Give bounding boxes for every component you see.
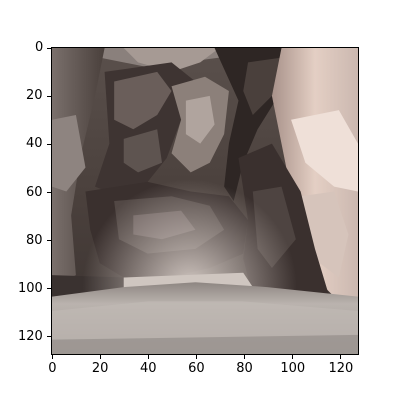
x-tick-mark bbox=[147, 355, 149, 359]
y-tick-label: 120 bbox=[18, 328, 43, 344]
image-axes bbox=[51, 47, 359, 355]
y-tick-mark bbox=[47, 288, 51, 290]
x-tick-mark bbox=[244, 355, 246, 359]
x-tick-mark bbox=[340, 355, 342, 359]
x-tick-mark bbox=[99, 355, 101, 359]
y-tick-label: 100 bbox=[18, 280, 43, 296]
x-tick-label: 40 bbox=[139, 361, 157, 376]
y-tick-label: 40 bbox=[26, 136, 43, 152]
y-tick-label: 0 bbox=[35, 40, 44, 56]
y-tick-mark bbox=[47, 143, 51, 145]
y-tick-mark bbox=[47, 95, 51, 97]
y-tick-label: 80 bbox=[26, 232, 43, 248]
x-tick-mark bbox=[51, 355, 53, 359]
x-tick-label: 60 bbox=[188, 361, 205, 376]
y-tick-label: 60 bbox=[26, 184, 43, 200]
y-tick-mark bbox=[47, 240, 51, 242]
x-tick-label: 20 bbox=[91, 361, 109, 376]
x-tick-label: 0 bbox=[48, 361, 57, 376]
x-tick-label: 80 bbox=[236, 361, 253, 376]
y-tick-mark bbox=[47, 336, 51, 338]
x-tick-label: 100 bbox=[280, 361, 306, 376]
x-tick-mark bbox=[292, 355, 294, 359]
x-tick-mark bbox=[196, 355, 198, 359]
x-tick-label: 120 bbox=[328, 361, 354, 376]
canyon-image bbox=[52, 48, 358, 354]
y-tick-mark bbox=[47, 192, 51, 194]
y-tick-mark bbox=[47, 47, 51, 49]
y-tick-label: 20 bbox=[26, 88, 43, 104]
